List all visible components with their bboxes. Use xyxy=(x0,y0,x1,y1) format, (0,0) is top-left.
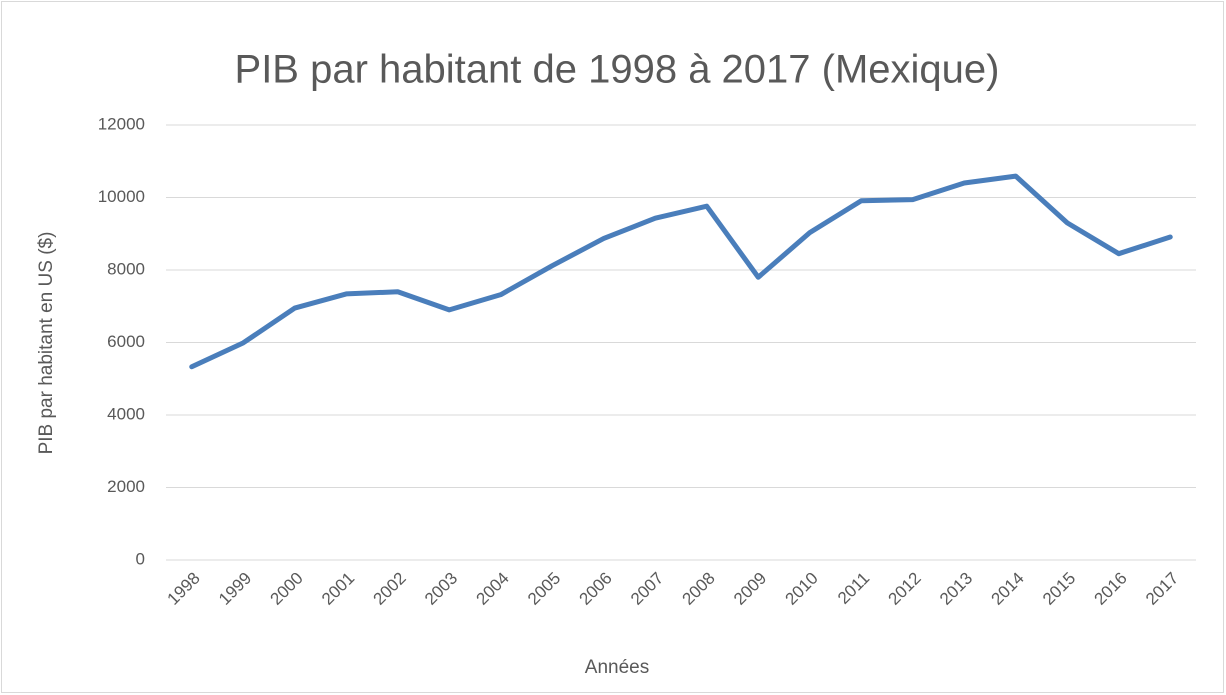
chart-title: PIB par habitant de 1998 à 2017 (Mexique… xyxy=(235,48,1000,92)
y-tick-label: 12000 xyxy=(98,114,145,133)
y-tick-label: 4000 xyxy=(107,404,145,423)
data-line xyxy=(189,173,1173,370)
y-tick-label: 0 xyxy=(136,549,145,568)
y-tick-label: 6000 xyxy=(107,332,145,351)
y-axis-label: PIB par habitant en US ($) xyxy=(36,232,57,455)
y-tick-label: 8000 xyxy=(107,259,145,278)
y-tick-label: 2000 xyxy=(107,477,145,496)
x-axis-label: Années xyxy=(585,657,649,678)
y-tick-label: 10000 xyxy=(98,187,145,206)
